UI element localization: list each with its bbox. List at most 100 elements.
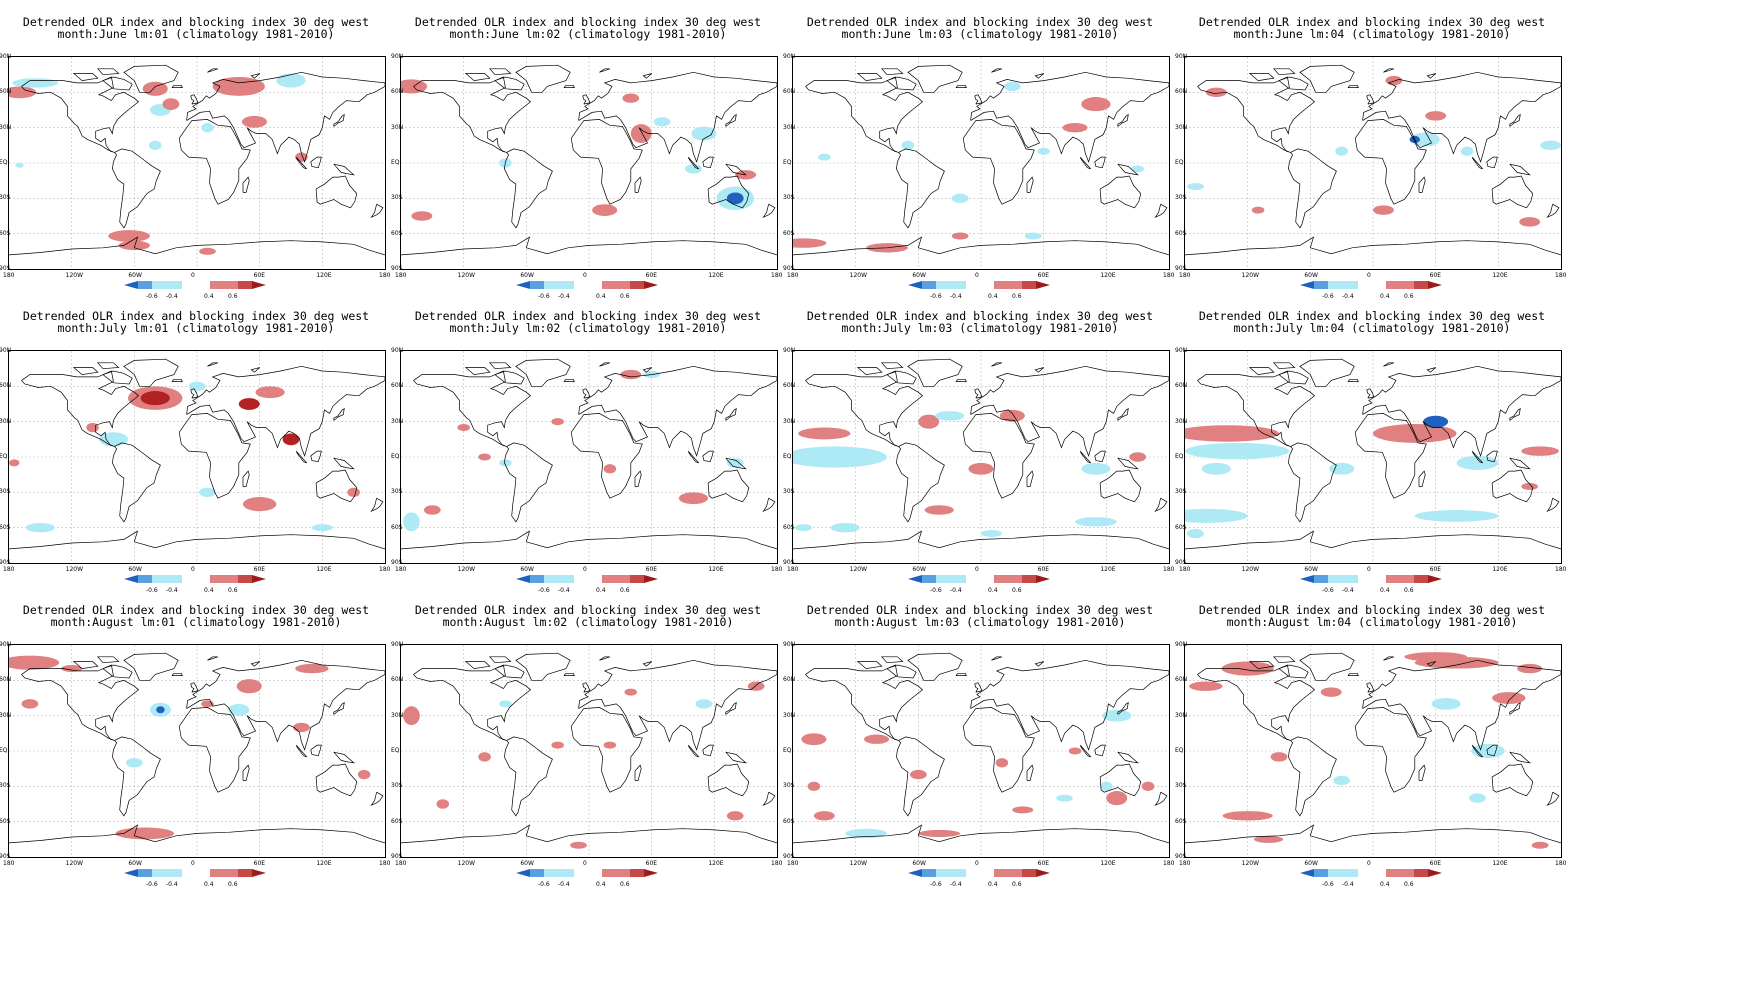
colorbar-tick-label: -0.4 [558, 293, 570, 300]
coastline [1491, 469, 1534, 503]
coastline [1509, 751, 1531, 764]
lat-label: 30S [1175, 488, 1187, 496]
coastline [1117, 751, 1139, 764]
map-canvas [401, 57, 777, 269]
coastline [1248, 661, 1275, 669]
map-canvas [401, 351, 777, 563]
coastline [1299, 652, 1355, 681]
negative-anomaly-patch [12, 78, 59, 88]
lon-label: 60E [1037, 272, 1050, 279]
panel-title-line1: Detrended OLR index and blocking index 3… [806, 603, 1154, 617]
colorbar-segment [210, 575, 238, 583]
panel-title-line1: Detrended OLR index and blocking index 3… [1198, 309, 1546, 323]
lon-label: 120W [65, 566, 84, 573]
colorbar-tick-label: -0.4 [950, 881, 962, 888]
coastline [1354, 119, 1427, 205]
coastline [1347, 84, 1359, 88]
coastline [805, 76, 924, 153]
colorbar: -0.6 -0.4 0.4 0.6 [516, 280, 666, 300]
coastline [186, 659, 385, 751]
coastline [762, 791, 776, 807]
lon-label: 0 [1367, 566, 1371, 573]
colorbar-arrow-low [1300, 575, 1314, 583]
colorbar-tick-label: 0.4 [596, 293, 606, 300]
coastline [1418, 176, 1426, 193]
positive-anomaly-patch [282, 433, 300, 446]
lon-label: 60E [1429, 860, 1442, 867]
coastline [707, 469, 750, 503]
negative-anomaly-patch [199, 487, 216, 498]
coastline [1099, 469, 1142, 503]
positive-anomaly-patch [118, 240, 150, 251]
lon-label: 0 [191, 566, 195, 573]
coastline [642, 73, 652, 79]
lon-label: 0 [191, 860, 195, 867]
colorbar-segment [630, 575, 644, 583]
positive-anomaly-patch [21, 699, 39, 709]
coastline [1299, 358, 1355, 387]
colorbar-tick-label: -0.6 [146, 293, 158, 300]
coastline [401, 530, 777, 550]
colorbar-segment [1022, 281, 1036, 289]
lat-label: EQ [783, 747, 792, 754]
negative-anomaly-patch [1540, 140, 1561, 151]
colorbar-arrow-low [124, 869, 138, 877]
coastline [1197, 370, 1316, 447]
coastline [112, 736, 161, 817]
panel-subtitle: month:June lm:02 (climatology 1981-2010) [449, 27, 727, 41]
colorbar-tick-label: 0.4 [596, 587, 606, 594]
lon-label: 120W [849, 566, 868, 573]
lat-label: 90S [783, 265, 795, 272]
positive-anomaly-patch [1517, 663, 1543, 674]
negative-anomaly-patch [311, 524, 333, 532]
positive-anomaly-patch [1221, 661, 1274, 676]
coastline [962, 413, 1035, 499]
lat-label: 90N [391, 347, 404, 354]
lon-label: 120E [1492, 272, 1508, 279]
coastline [1197, 664, 1316, 741]
negative-anomaly-patch [276, 73, 306, 88]
lon-label: 180 [787, 566, 799, 573]
colorbar-tick-label: 0.6 [1404, 587, 1414, 594]
lat-label: 30S [783, 782, 795, 790]
lon-label: 60W [1304, 272, 1318, 279]
negative-anomaly-patch [685, 164, 702, 174]
lon-label: 60E [253, 272, 266, 279]
positive-anomaly-patch [864, 734, 890, 744]
coastline [123, 358, 179, 387]
positive-anomaly-patch [108, 230, 150, 242]
coastline [9, 236, 385, 256]
coastline [793, 824, 1169, 844]
panel-title: Detrended OLR index and blocking index 3… [784, 604, 1176, 628]
coastline [1347, 672, 1359, 676]
coastline [171, 84, 183, 88]
colorbar-arrow-high [1036, 281, 1050, 289]
coastline [1354, 707, 1427, 793]
coastline [333, 408, 345, 421]
negative-anomaly-patch [148, 140, 162, 151]
coastline [1079, 744, 1091, 758]
coastline [1099, 763, 1142, 797]
colorbar-arrow-high [644, 281, 658, 289]
lon-label: 180 [379, 272, 391, 279]
coastline [333, 457, 355, 470]
positive-anomaly-patch [1521, 482, 1539, 490]
coastline [1491, 175, 1534, 209]
colorbar-segment [1328, 869, 1358, 877]
coastline [1185, 530, 1561, 550]
coastline [570, 707, 643, 793]
positive-anomaly-patch [236, 679, 262, 694]
coastline [315, 175, 358, 209]
negative-anomaly-patch [1187, 183, 1204, 191]
panel-title: Detrended OLR index and blocking index 3… [1176, 604, 1568, 628]
positive-anomaly-patch [570, 841, 587, 849]
coastline [582, 388, 591, 399]
positive-anomaly-patch [295, 663, 329, 674]
map-canvas [1185, 351, 1561, 563]
coastline [112, 442, 161, 523]
lon-label: 0 [583, 272, 587, 279]
panel-title-line1: Detrended OLR index and blocking index 3… [22, 603, 370, 617]
colorbar-segment [922, 281, 936, 289]
positive-anomaly-patch [9, 86, 37, 99]
colorbar-segment [530, 869, 544, 877]
